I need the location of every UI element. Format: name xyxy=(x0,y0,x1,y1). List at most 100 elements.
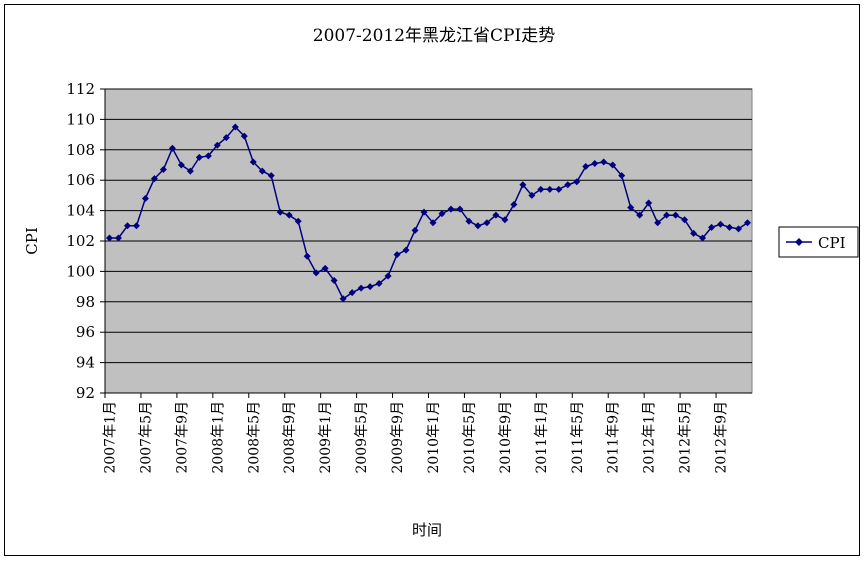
data-point xyxy=(303,252,311,260)
data-point xyxy=(564,181,572,189)
data-point xyxy=(258,167,266,175)
data-point xyxy=(393,251,401,259)
data-point xyxy=(681,216,689,224)
data-point xyxy=(438,210,446,218)
x-tick-label: 2011年9月 xyxy=(606,401,622,474)
x-tick-label: 2010年1月 xyxy=(426,401,442,474)
data-point xyxy=(699,234,707,242)
data-point xyxy=(627,204,635,212)
x-tick-label: 2007年5月 xyxy=(138,401,154,474)
data-point xyxy=(447,205,455,213)
data-point xyxy=(195,153,203,161)
data-point xyxy=(249,158,257,166)
data-point xyxy=(465,217,473,225)
x-tick-label: 2008年5月 xyxy=(246,401,262,474)
data-point xyxy=(609,161,617,169)
data-point xyxy=(573,178,581,186)
data-point xyxy=(456,205,464,213)
data-point xyxy=(708,223,716,231)
x-tick-label: 2009年1月 xyxy=(318,401,334,474)
data-point xyxy=(528,191,536,199)
x-tick-label: 2010年5月 xyxy=(462,401,478,474)
data-point xyxy=(420,208,428,216)
x-axis-label: 时间 xyxy=(412,521,442,539)
data-point xyxy=(645,199,653,207)
legend-marker xyxy=(795,238,803,246)
data-point xyxy=(744,219,752,227)
data-point xyxy=(159,166,167,174)
data-point xyxy=(123,222,131,230)
x-tick-label: 2011年5月 xyxy=(570,401,586,474)
data-point xyxy=(222,134,230,142)
data-point xyxy=(276,208,284,216)
data-point xyxy=(105,234,113,242)
data-point xyxy=(141,194,149,202)
x-tick-label: 2010年9月 xyxy=(498,401,514,474)
data-point xyxy=(726,223,734,231)
data-point xyxy=(168,144,176,152)
y-tick-label: 112 xyxy=(66,80,95,98)
x-tick-label: 2009年9月 xyxy=(390,401,406,474)
data-point xyxy=(501,216,509,224)
data-point xyxy=(321,264,329,272)
data-point xyxy=(618,172,626,180)
data-point xyxy=(555,185,563,193)
y-tick-label: 100 xyxy=(66,262,95,280)
plot-area: 92 94 96 98 100 102 104 106 108 110 112 2007年1月 2007… xyxy=(66,80,753,474)
data-point xyxy=(285,211,293,219)
x-tick-label: 2012年5月 xyxy=(678,401,694,474)
legend: CPI xyxy=(778,226,859,258)
data-point xyxy=(231,123,239,131)
data-point xyxy=(546,185,554,193)
data-point xyxy=(537,185,545,193)
data-point xyxy=(402,246,410,254)
data-point xyxy=(132,222,140,230)
y-tick-label: 96 xyxy=(76,323,95,341)
data-point xyxy=(483,219,491,227)
data-point xyxy=(654,219,662,227)
data-point xyxy=(330,277,338,285)
data-point xyxy=(663,211,671,219)
data-point xyxy=(177,161,185,169)
x-tick-label: 2012年1月 xyxy=(642,401,658,474)
x-tick-label: 2009年5月 xyxy=(354,401,370,474)
data-point xyxy=(312,269,320,277)
data-point xyxy=(357,284,365,292)
data-point xyxy=(348,289,356,297)
data-point xyxy=(492,211,500,219)
data-point xyxy=(267,172,275,180)
data-point xyxy=(735,225,743,233)
chart-title: 2007-2012年黑龙江省CPI走势 xyxy=(313,26,555,46)
data-point xyxy=(204,152,212,160)
data-point xyxy=(213,141,221,149)
data-point xyxy=(150,175,158,183)
y-tick-label: 98 xyxy=(76,293,95,311)
y-tick-label: 110 xyxy=(66,110,95,128)
data-point xyxy=(474,222,482,230)
x-tick-label: 2008年1月 xyxy=(210,401,226,474)
data-point xyxy=(294,217,302,225)
data-point xyxy=(510,201,518,209)
data-point xyxy=(339,295,347,303)
x-tick-label: 2007年1月 xyxy=(102,401,118,474)
x-tick-label: 2007年9月 xyxy=(174,401,190,474)
data-point xyxy=(591,159,599,167)
data-point xyxy=(114,234,122,242)
data-point xyxy=(519,181,527,189)
x-tick-label: 2012年9月 xyxy=(714,401,730,474)
data-point xyxy=(582,163,590,171)
x-tick-label: 2008年9月 xyxy=(282,401,298,474)
data-point xyxy=(384,272,392,280)
data-point xyxy=(690,229,698,237)
data-point xyxy=(240,132,248,140)
data-point xyxy=(429,219,437,227)
data-point xyxy=(366,283,374,291)
y-tick-label: 106 xyxy=(66,171,95,189)
data-point xyxy=(600,158,608,166)
data-point xyxy=(636,211,644,219)
x-tick-label: 2011年1月 xyxy=(534,401,550,474)
y-tick-label: 102 xyxy=(66,232,95,250)
y-tick-label: 108 xyxy=(66,141,95,159)
data-point xyxy=(186,167,194,175)
